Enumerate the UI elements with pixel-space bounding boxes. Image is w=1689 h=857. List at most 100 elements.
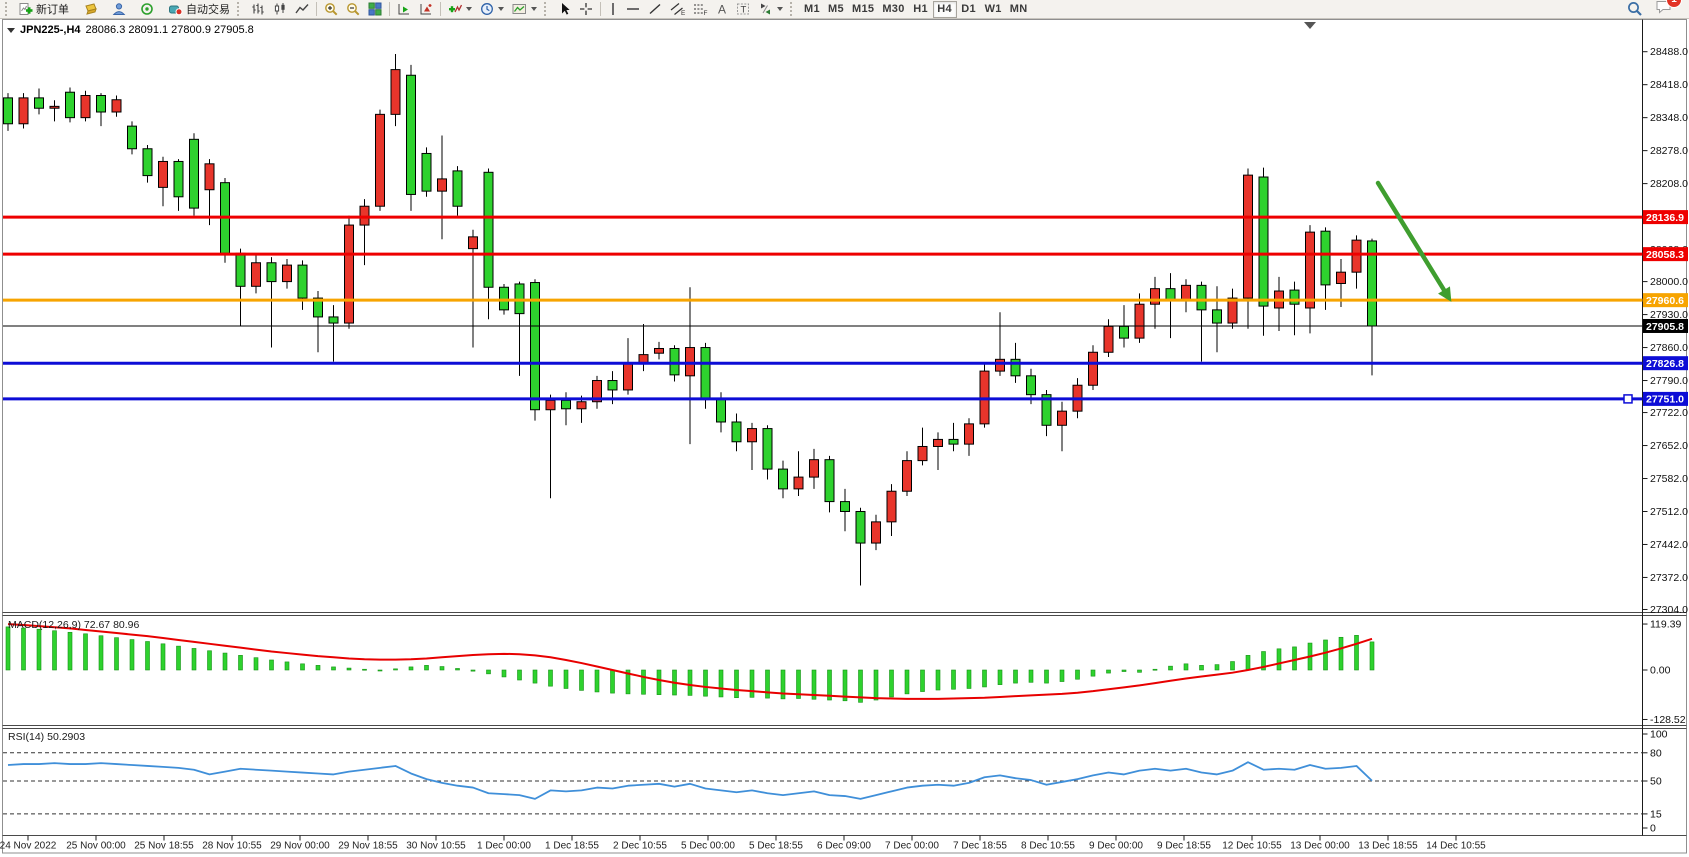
profile-button[interactable]: [108, 1, 130, 18]
toolbar-grip[interactable]: [237, 2, 244, 16]
vertical-line-button[interactable]: [604, 1, 622, 18]
crosshair-icon: [580, 3, 592, 15]
timeframe-m1-button[interactable]: M1: [800, 1, 824, 18]
tile-windows-button[interactable]: [364, 1, 386, 18]
search-button[interactable]: [1623, 1, 1647, 18]
chevron-down-icon: [777, 7, 783, 11]
templates-button[interactable]: [508, 1, 541, 18]
zoom-in-icon: [325, 3, 338, 16]
line-chart-button[interactable]: [291, 1, 313, 18]
svg-text:9 Dec 18:55: 9 Dec 18:55: [1157, 841, 1211, 852]
timeframe-w1-button[interactable]: W1: [981, 1, 1006, 18]
crosshair-button[interactable]: [575, 1, 597, 18]
auto-trade-label: 自动交易: [186, 4, 230, 16]
templates-icon: [512, 4, 526, 14]
timeframe-m5-button[interactable]: M5: [824, 1, 848, 18]
toolbar-separator: [389, 2, 390, 16]
trend-arrow[interactable]: [1375, 180, 1452, 302]
svg-text:27826.8: 27826.8: [1646, 358, 1684, 370]
svg-text:27722.0: 27722.0: [1650, 407, 1688, 419]
cursor-button[interactable]: [554, 1, 575, 18]
line-handle[interactable]: [1623, 394, 1633, 404]
signals-icon: [141, 3, 153, 15]
price-line-label: [1643, 318, 1688, 333]
yellow-diamond-icon: [85, 3, 97, 15]
svg-text:5 Dec 18:55: 5 Dec 18:55: [749, 841, 803, 852]
macd-values: 72.67 80.96: [83, 619, 140, 631]
svg-text:27372.0: 27372.0: [1650, 572, 1688, 584]
toolbar-grip[interactable]: [790, 2, 797, 16]
svg-text:27442.0: 27442.0: [1650, 539, 1688, 551]
svg-text:15: 15: [1650, 808, 1662, 820]
timeframe-d1-button[interactable]: D1: [957, 1, 981, 18]
text-button[interactable]: A: [712, 1, 732, 18]
svg-text:27860.0: 27860.0: [1650, 342, 1688, 354]
svg-text:T: T: [741, 5, 747, 16]
timeframe-h4-button[interactable]: H4: [932, 0, 957, 18]
timeframe-mn-button[interactable]: MN: [1006, 1, 1032, 18]
horizontal-line-button[interactable]: [622, 1, 644, 18]
svg-text:1 Dec 00:00: 1 Dec 00:00: [477, 841, 531, 852]
yellow-diamond-button[interactable]: [79, 1, 102, 18]
search-icon: [1628, 2, 1642, 16]
signals-button[interactable]: [136, 1, 158, 18]
zoom-out-icon: [347, 3, 360, 16]
price-line-label: [1643, 210, 1688, 225]
svg-text:27304.0: 27304.0: [1650, 604, 1688, 616]
equidistant-channel-button[interactable]: E: [666, 1, 689, 18]
svg-text:28488.0: 28488.0: [1650, 46, 1688, 58]
fibonacci-button[interactable]: F: [689, 1, 712, 18]
svg-text:28136.9: 28136.9: [1646, 212, 1684, 224]
svg-text:1 Dec 18:55: 1 Dec 18:55: [545, 841, 599, 852]
toolbar-grip[interactable]: [544, 2, 551, 16]
notifications-button[interactable]: 1: [1655, 0, 1682, 20]
trendline-button[interactable]: [644, 1, 666, 18]
timeframe-m15-button[interactable]: M15: [848, 1, 878, 18]
svg-text:27751.0: 27751.0: [1646, 394, 1684, 406]
channel-icon: E: [670, 3, 685, 16]
candlestick-button[interactable]: [269, 1, 291, 18]
svg-text:28058.3: 28058.3: [1646, 249, 1684, 261]
price-line-label: [1643, 247, 1688, 262]
rsi-pane: 100 80 50 15 0: [3, 729, 1668, 835]
svg-text:27905.8: 27905.8: [1646, 321, 1684, 333]
svg-text:24 Nov 2022: 24 Nov 2022: [0, 841, 57, 852]
auto-trade-icon: [169, 5, 183, 16]
svg-text:27790.0: 27790.0: [1650, 375, 1688, 387]
svg-text:28278.0: 28278.0: [1650, 145, 1688, 157]
timeframe-m30-button[interactable]: M30: [878, 1, 908, 18]
svg-text:28348.0: 28348.0: [1650, 112, 1688, 124]
indicators-button[interactable]: [444, 1, 476, 18]
periods-button[interactable]: [476, 1, 508, 18]
text-label-button[interactable]: T: [732, 1, 754, 18]
auto-scroll-button[interactable]: [393, 1, 415, 18]
bar-chart-button[interactable]: [247, 1, 269, 18]
arrows-icon: [761, 3, 770, 15]
svg-text:6 Dec 09:00: 6 Dec 09:00: [817, 841, 871, 852]
toolbar-grip[interactable]: [5, 2, 12, 16]
timeframe-h1-button[interactable]: H1: [909, 1, 933, 18]
svg-text:80: 80: [1650, 747, 1662, 759]
svg-text:25 Nov 00:00: 25 Nov 00:00: [66, 841, 126, 852]
chart-shift-button[interactable]: [415, 1, 437, 18]
chart-title-bar: JPN225-,H4 28086.3 28091.1 27800.9 27905…: [7, 24, 254, 36]
auto-trade-button[interactable]: 自动交易: [164, 1, 234, 18]
svg-text:5 Dec 00:00: 5 Dec 00:00: [681, 841, 735, 852]
svg-text:F: F: [704, 10, 708, 16]
line-chart-icon: [295, 4, 309, 14]
zoom-out-button[interactable]: [342, 1, 364, 18]
new-order-button[interactable]: 新订单: [15, 1, 73, 18]
svg-text:7 Dec 00:00: 7 Dec 00:00: [885, 841, 939, 852]
price-line-label: [1643, 293, 1688, 308]
svg-text:25 Nov 18:55: 25 Nov 18:55: [134, 841, 194, 852]
svg-text:13 Dec 18:55: 13 Dec 18:55: [1358, 841, 1418, 852]
svg-text:7 Dec 18:55: 7 Dec 18:55: [953, 841, 1007, 852]
chart-shift-marker-icon[interactable]: [1304, 22, 1316, 29]
collapse-triangle-icon[interactable]: [7, 27, 15, 33]
arrows-button[interactable]: [754, 1, 787, 18]
svg-text:27652.0: 27652.0: [1650, 440, 1688, 452]
main-toolbar: 新订单 自动交易: [0, 0, 1689, 19]
zoom-in-button[interactable]: [320, 1, 342, 18]
date-axis[interactable]: 24 Nov 2022 25 Nov 00:00 25 Nov 18:55 28 No…: [0, 835, 1486, 852]
